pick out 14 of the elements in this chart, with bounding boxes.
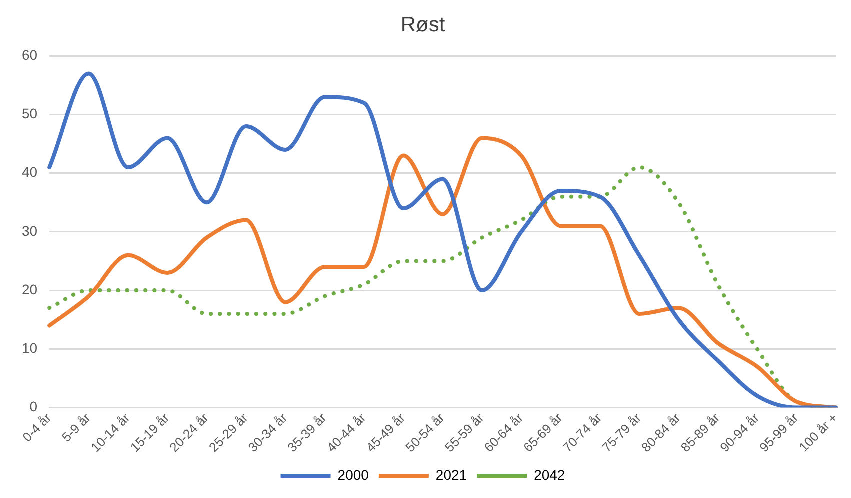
y-tick-label: 50 <box>22 106 38 122</box>
y-tick-label: 40 <box>22 164 38 180</box>
line-series <box>48 72 838 408</box>
x-tick-label: 100 år + <box>796 410 841 455</box>
x-tick-label: 5-9 år <box>58 410 94 445</box>
y-tick-label: 0 <box>30 398 38 415</box>
legend-label: 2000 <box>338 466 370 483</box>
legend-label: 2042 <box>534 466 566 483</box>
y-tick-label: 60 <box>22 47 38 64</box>
chart-title: Røst <box>400 13 446 36</box>
legend-label: 2021 <box>436 466 468 483</box>
y-tick-label: 30 <box>22 222 38 239</box>
y-tick-label: 20 <box>22 281 38 298</box>
y-tick-label: 10 <box>22 340 38 356</box>
